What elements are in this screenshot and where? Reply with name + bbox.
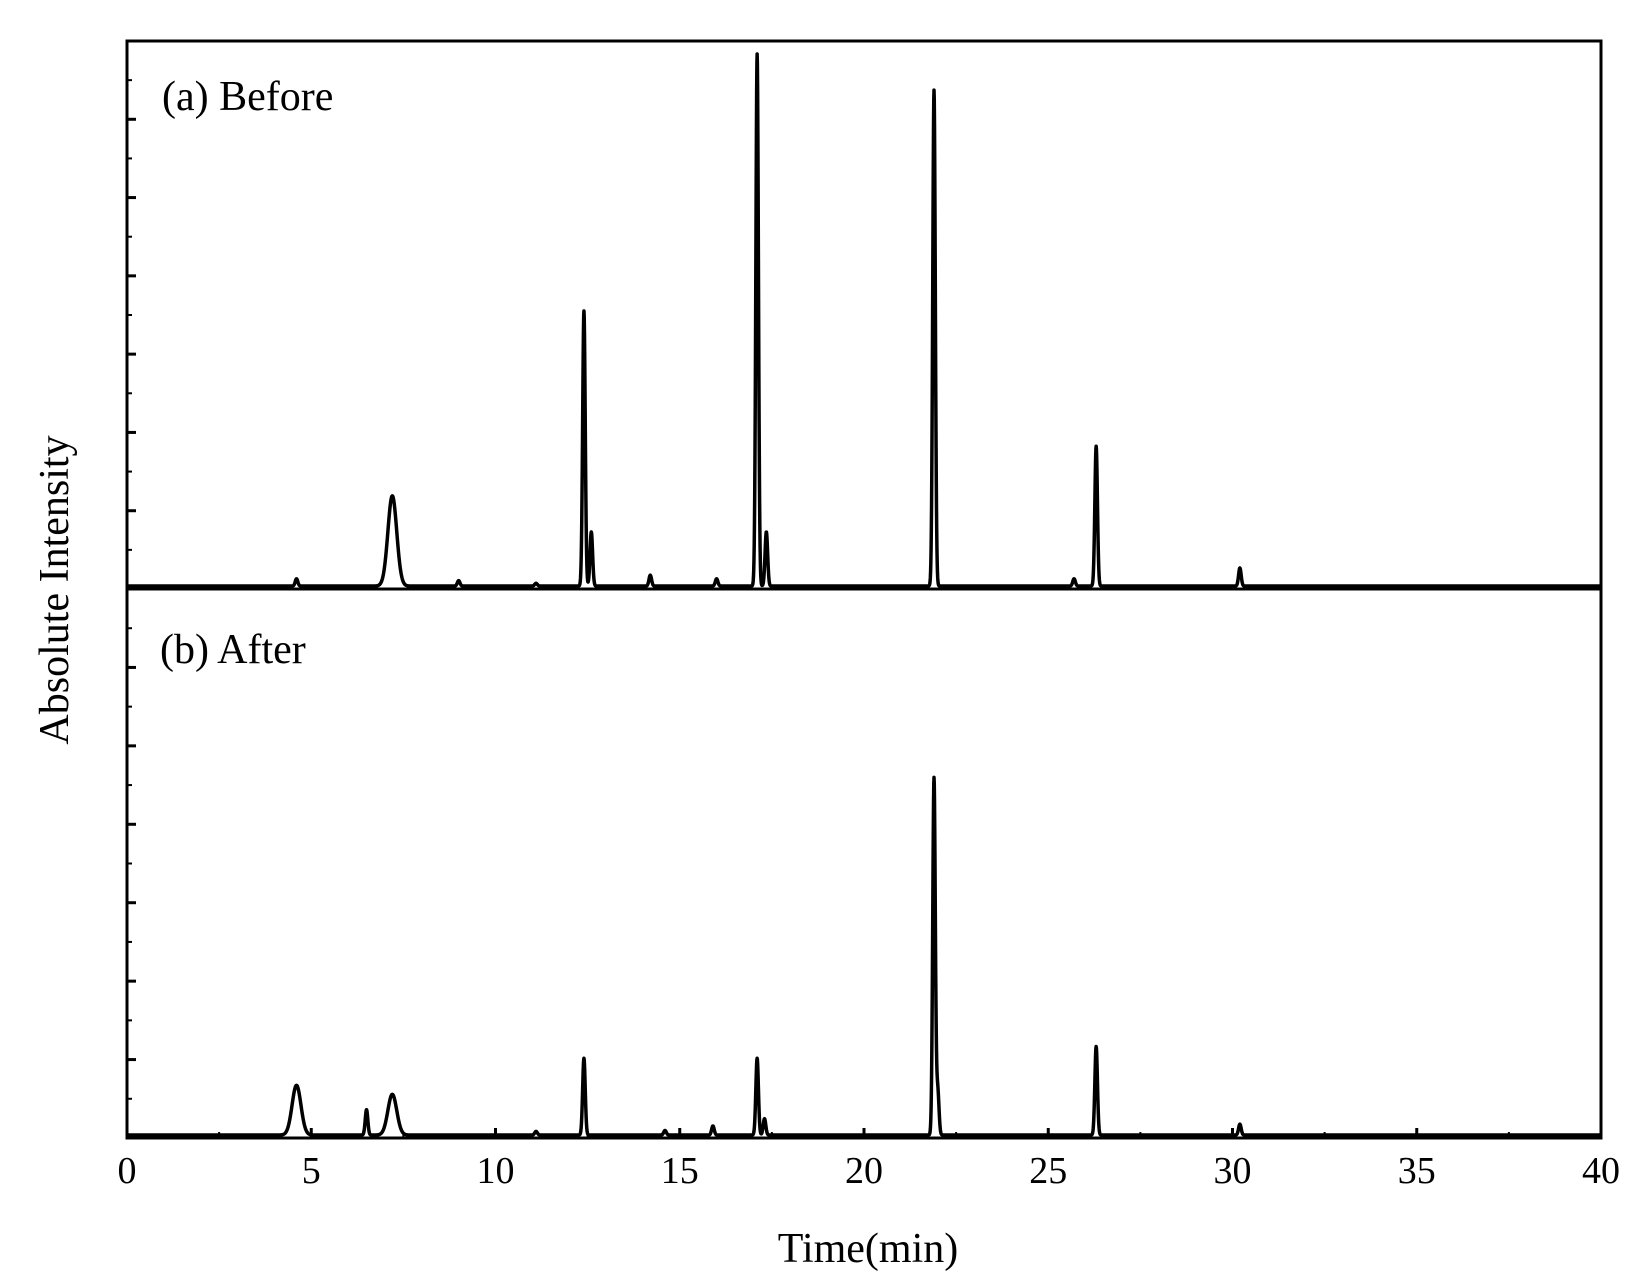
x-tick-label: 40 — [1582, 1150, 1620, 1192]
panel-label-before: (a) Before — [162, 74, 333, 120]
x-axis-title: Time(min) — [778, 1226, 958, 1272]
x-tick-label: 10 — [477, 1150, 515, 1192]
traces — [125, 52, 1603, 1137]
x-tick-label: 15 — [661, 1150, 699, 1192]
panel-label-after: (b) After — [160, 627, 306, 673]
y-ticks — [127, 79, 136, 1100]
x-tick-label: 20 — [845, 1150, 883, 1192]
x-tick-label: 0 — [118, 1150, 137, 1192]
x-tick-label: 5 — [302, 1150, 321, 1192]
trace-after — [125, 775, 1603, 1137]
x-tick-label: 30 — [1214, 1150, 1252, 1192]
x-tick-label: 25 — [1029, 1150, 1067, 1192]
x-tick-label: 35 — [1398, 1150, 1436, 1192]
plot-frame — [125, 39, 1603, 1140]
y-axis-title: Absolute Intensity — [32, 435, 78, 744]
trace-before — [125, 52, 1603, 588]
x-ticks: 0 5 10 15 20 25 30 35 40 — [118, 1128, 1620, 1192]
